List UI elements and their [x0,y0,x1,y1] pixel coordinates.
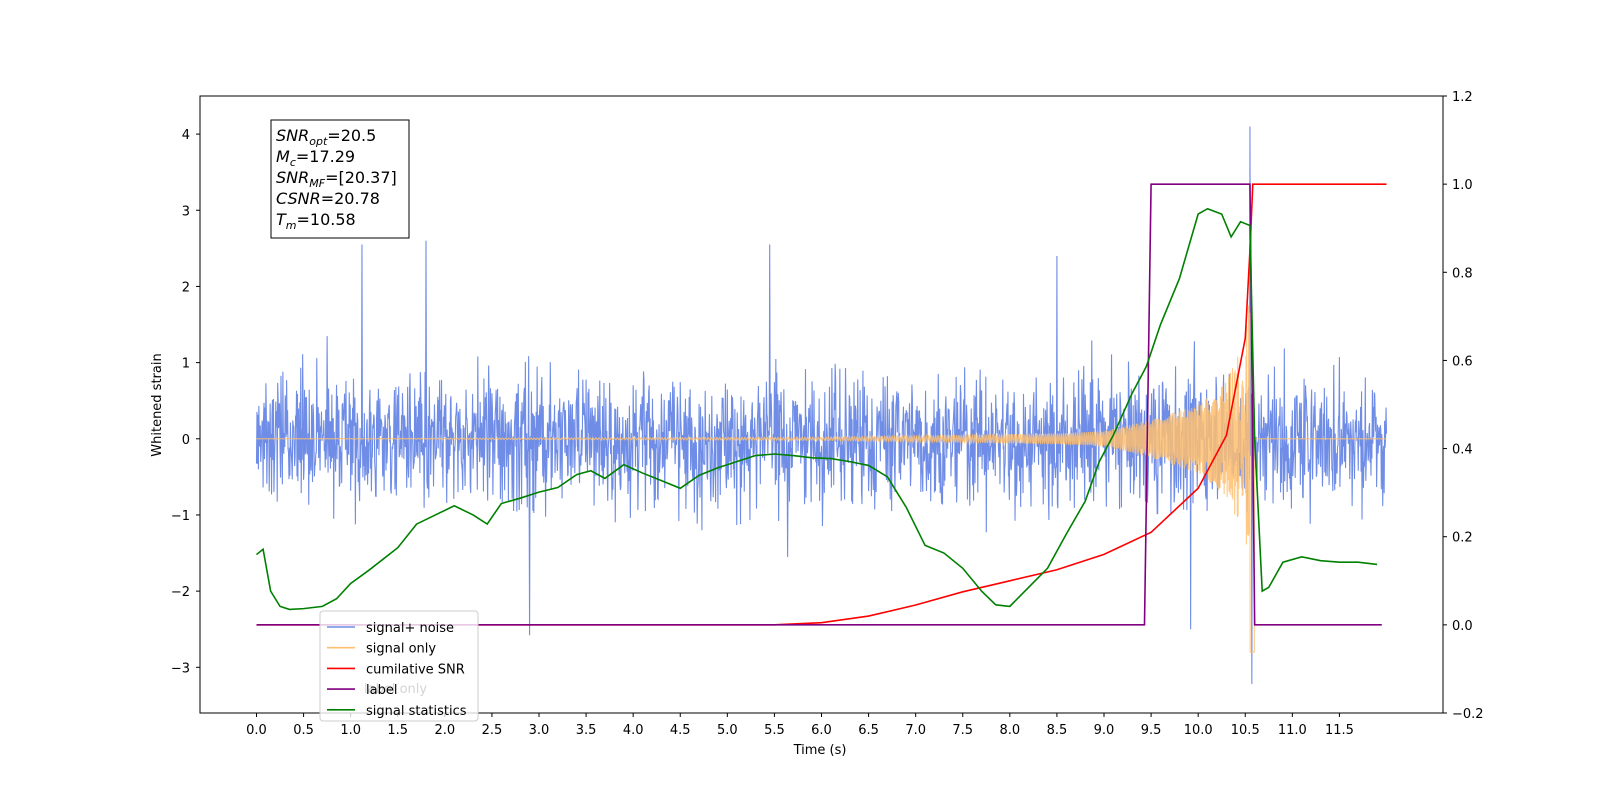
y-axis-label: Whitened strain [150,353,165,456]
y2-tick-label: 0.4 [1452,443,1473,458]
y-tick-label: 2 [182,280,190,295]
x-tick-label: 11.5 [1325,723,1354,738]
x-tick-label: 5.0 [717,723,738,738]
x-tick-label: 10.0 [1184,723,1213,738]
x-tick-label: 0.5 [293,723,314,738]
annotation-line: SNRopt=20.5 [276,126,376,148]
x-tick-label: 3.5 [576,723,597,738]
x-tick-label: 9.5 [1141,723,1162,738]
series-label-line [256,183,1382,626]
x-tick-label: 2.5 [482,723,503,738]
x-tick-label: 2.0 [434,723,455,738]
annotation-line: CSNR=20.78 [276,189,380,208]
y-tick-label: 4 [182,128,190,143]
x-tick-label: 4.5 [670,723,691,738]
y2-tick-label: 1.2 [1452,90,1473,105]
y2-tick-label: 1.0 [1452,178,1473,193]
annotation-frame [270,119,410,239]
y-tick-label: 3 [182,204,190,219]
legend-label: signal+ noise [366,621,454,636]
legend-label: signal only [366,642,436,657]
y-tick-label: −2 [171,585,190,600]
x-tick-label: 1.0 [340,723,361,738]
series-signal-statistics-line [255,207,1378,611]
y2-tick-label: 0.2 [1452,531,1473,546]
x-tick-label: 7.5 [952,723,973,738]
y-tick-label: 1 [182,357,190,372]
y2-tick-label: −0.2 [1452,707,1484,722]
x-tick-label: 10.5 [1231,723,1260,738]
plot-series [255,126,1388,685]
y-tick-label: −1 [171,509,190,524]
x-tick-label: 11.0 [1278,723,1307,738]
x-tick-label: 3.0 [529,723,550,738]
y-tick-label: 0 [182,433,190,448]
x-tick-label: 8.0 [999,723,1020,738]
legend-label: cumilative SNR [366,662,465,677]
x-tick-label: 5.5 [764,723,785,738]
y2-tick-label: 0.6 [1452,354,1473,369]
x-tick-label: 8.5 [1047,723,1068,738]
x-tick-label: 0.0 [246,723,267,738]
x-tick-label: 6.0 [811,723,832,738]
x-tick-label: 1.5 [387,723,408,738]
x-tick-label: 6.5 [858,723,879,738]
axis-ticks: 0.0 0.5 1.0 1.5 2.0 2.5 3.0 3.5 4.0 4.5 5.0 5.5 6.0 6… [171,90,1484,738]
legend-ghost-text: label only [364,682,427,697]
x-tick-label: 4.0 [623,723,644,738]
legend: label only signal+ noise signal only cumila… [319,610,479,722]
legend-frame [319,610,479,722]
series-signal-only-line [256,305,1387,653]
legend-label: label [366,683,397,698]
x-tick-label: 7.0 [905,723,926,738]
annotation-line: Tm=10.58 [276,210,356,232]
x-axis-label: Time (s) [793,743,847,758]
series-cumilative-snr-line [256,183,1387,626]
y2-tick-label: 0.0 [1452,619,1473,634]
x-tick-label: 9.0 [1094,723,1115,738]
legend-label: signal statistics [366,704,467,719]
annotation-line: Mc=17.29 [276,147,355,169]
annotation-line: SNRMF=[20.37] [276,168,397,190]
annotation-box: SNRopt=20.5Mc=17.29SNRMF=[20.37]CSNR=20.… [270,119,410,239]
y-tick-label: −3 [171,661,190,676]
y2-tick-label: 0.8 [1452,266,1473,281]
